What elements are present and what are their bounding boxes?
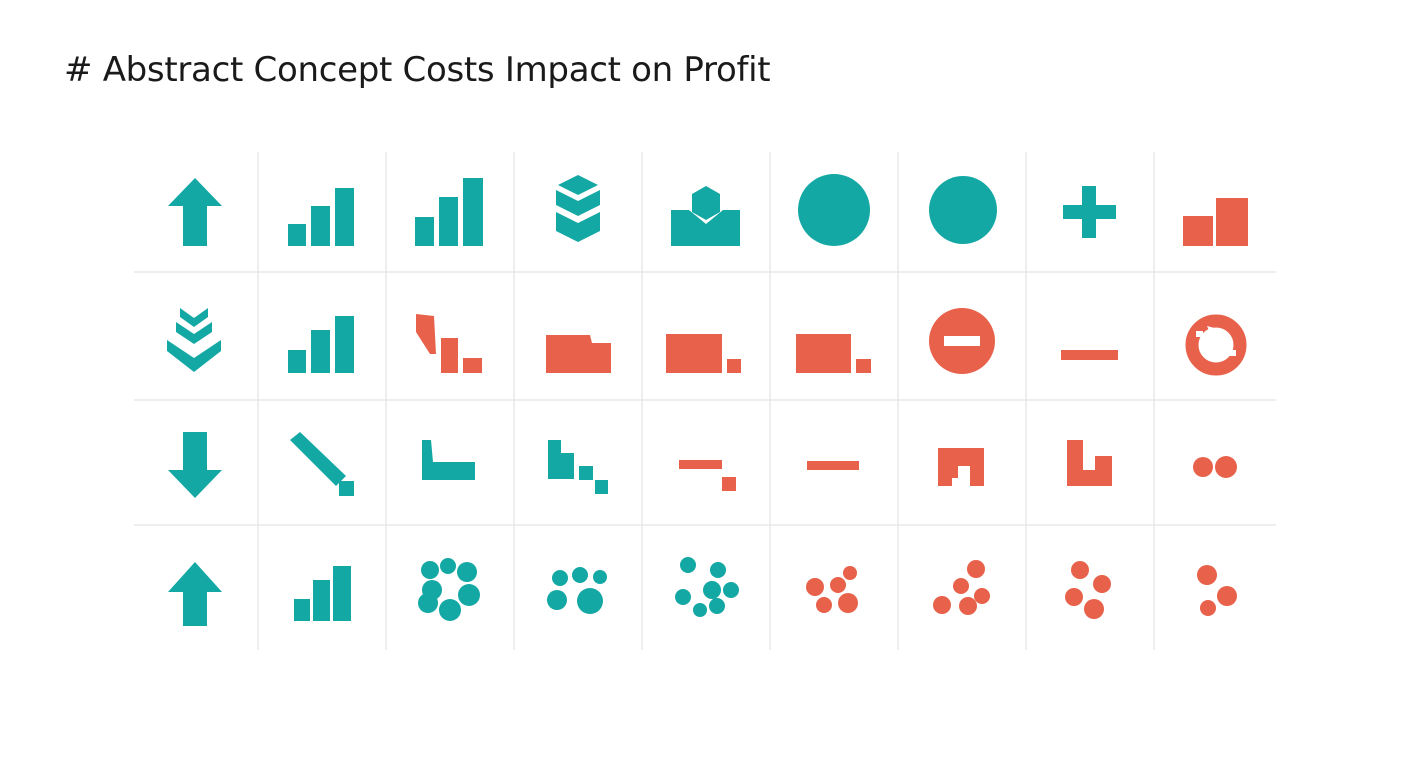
plus-icon (1063, 186, 1116, 238)
folder-block-icon (546, 335, 611, 373)
two-dots-icon (1193, 456, 1237, 478)
circle-icon (929, 176, 997, 244)
bar-chart-rising-icon (415, 178, 483, 246)
dot-cluster-icon (547, 567, 607, 614)
no-entry-icon (929, 308, 995, 374)
l-shape-icon (422, 440, 475, 480)
arch-block-icon (938, 448, 984, 486)
dot-cluster-icon (933, 560, 990, 615)
dot-cluster-icon (418, 558, 480, 621)
hexagon-on-tray-icon (671, 186, 740, 246)
bar-chart-rising-icon (288, 188, 354, 246)
arrow-up-icon (168, 178, 222, 246)
minus-icon (1061, 350, 1118, 360)
stacked-hexagon-layers-icon (556, 175, 600, 242)
bar-chart-rising-icon (294, 566, 351, 621)
arrow-down-icon (168, 432, 222, 498)
bar-chart-rising-icon (288, 316, 354, 373)
descending-blocks-icon (416, 314, 482, 373)
minus-icon (807, 461, 859, 470)
dot-cluster-icon (1197, 565, 1237, 616)
dot-cluster-icon (675, 557, 739, 617)
dot-cluster-icon (1065, 561, 1111, 619)
circle-icon (798, 174, 870, 246)
two-bars-icon (1183, 198, 1248, 246)
staircase-down-icon (548, 440, 608, 494)
circular-refresh-icon (1185, 314, 1247, 376)
triple-chevron-down-icon (167, 308, 221, 372)
arrow-up-icon (168, 562, 222, 626)
step-dash-icon (679, 460, 736, 491)
diagonal-decline-icon (290, 432, 354, 496)
block-with-small-square-icon (666, 334, 741, 373)
page-title: # Abstract Concept Costs Impact on Profi… (64, 50, 771, 90)
block-with-small-square-icon (796, 334, 871, 373)
dot-cluster-icon (806, 566, 858, 613)
u-block-icon (1067, 440, 1112, 486)
grid-lines (134, 152, 1276, 650)
